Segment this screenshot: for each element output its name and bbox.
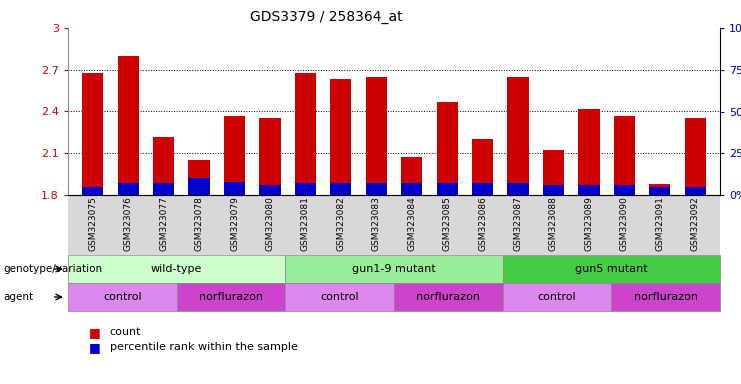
Bar [472,183,494,195]
Bar [295,183,316,195]
Bar [401,157,422,195]
Text: GDS3379 / 258364_at: GDS3379 / 258364_at [250,10,402,23]
Bar [365,183,387,195]
Bar [118,183,139,195]
Text: ■: ■ [89,326,101,339]
Bar [543,185,564,195]
Text: norflurazon: norflurazon [416,292,480,302]
Bar [153,137,174,195]
Bar [188,160,210,195]
Text: gun1-9 mutant: gun1-9 mutant [352,264,436,274]
Bar [365,77,387,195]
Bar [614,185,635,195]
Bar [436,183,458,195]
Bar [153,183,174,195]
Bar [295,73,316,195]
Bar [685,118,706,195]
Bar [401,183,422,195]
Bar [614,116,635,195]
Text: percentile rank within the sample: percentile rank within the sample [110,343,298,353]
Bar [685,187,706,195]
Bar [436,102,458,195]
Bar [472,139,494,195]
Text: count: count [110,327,142,337]
Bar [118,56,139,195]
Text: genotype/variation: genotype/variation [4,264,103,274]
Text: ■: ■ [89,341,101,354]
Text: control: control [103,292,142,302]
Bar [259,118,281,195]
Bar [649,187,671,195]
Bar [188,178,210,195]
Bar [508,183,528,195]
Text: agent: agent [4,292,34,302]
Bar [330,79,351,195]
Bar [82,73,104,195]
Bar [224,182,245,195]
Text: gun5 mutant: gun5 mutant [575,264,648,274]
Text: control: control [320,292,359,302]
Bar [330,183,351,195]
Bar [578,109,599,195]
Text: wild-type: wild-type [151,264,202,274]
Bar [259,185,281,195]
Text: norflurazon: norflurazon [634,292,698,302]
Text: control: control [538,292,576,302]
Bar [543,151,564,195]
Bar [508,77,528,195]
Bar [82,187,104,195]
Bar [578,185,599,195]
Text: norflurazon: norflurazon [199,292,263,302]
Bar [224,116,245,195]
Bar [649,184,671,195]
